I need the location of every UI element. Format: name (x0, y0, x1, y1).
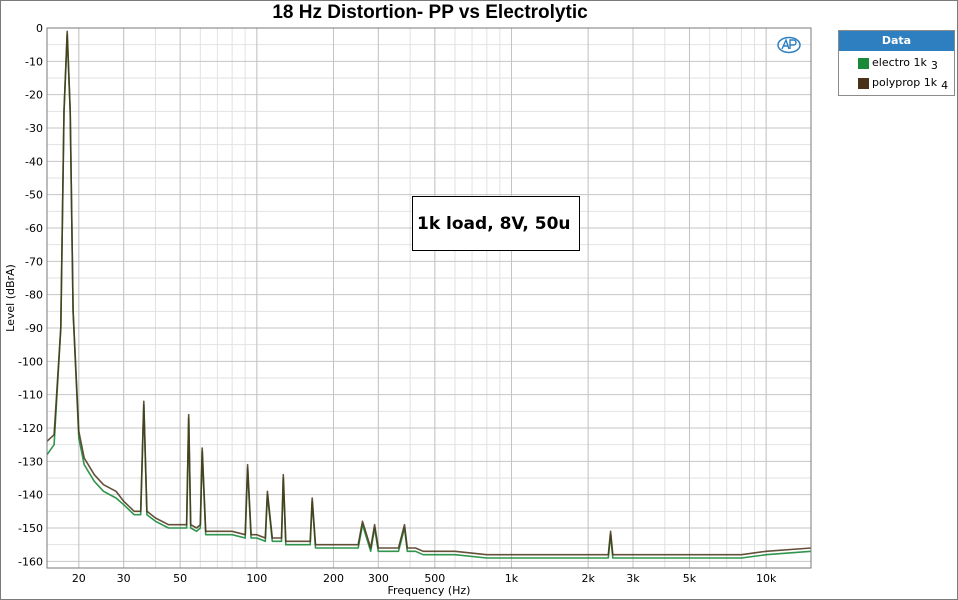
y-tick-label: -160 (18, 555, 43, 568)
x-tick-label: 300 (368, 572, 389, 585)
legend: Data electro 1k 3 polyprop 1k 4 (838, 30, 955, 96)
y-tick-label: -50 (25, 189, 43, 202)
y-tick-label: -60 (25, 222, 43, 235)
y-tick-label: -90 (25, 322, 43, 335)
y-tick-label: -80 (25, 289, 43, 302)
series-line-electro (46, 33, 812, 559)
chart-title: 18 Hz Distortion- PP vs Electrolytic (272, 2, 588, 23)
x-tick-label: 500 (424, 572, 445, 585)
annotation-box: 1k load, 8V, 50u (412, 196, 580, 251)
y-axis-label: Level (dBrA) (4, 264, 17, 332)
y-tick-label: -120 (18, 422, 43, 435)
legend-item-electro[interactable]: electro 1k 3 (839, 53, 954, 73)
x-tick-label: 1k (505, 572, 519, 585)
y-tick-label: -100 (18, 355, 43, 368)
x-axis-label: Frequency (Hz) (388, 584, 471, 597)
x-tick-label: 50 (173, 572, 187, 585)
x-tick-label: 200 (323, 572, 344, 585)
minor-gridlines (47, 28, 811, 568)
y-tick-label: -70 (25, 255, 43, 268)
y-tick-label: -140 (18, 489, 43, 502)
series-line-polyprop (46, 30, 812, 556)
x-tick-label: 3k (626, 572, 640, 585)
legend-index: 4 (941, 79, 949, 92)
x-tick-label: 20 (72, 572, 86, 585)
x-tick-label: 30 (117, 572, 131, 585)
y-tick-label: -20 (25, 89, 43, 102)
legend-index: 3 (930, 59, 938, 72)
legend-swatch (858, 78, 869, 89)
x-tick-labels: 20 30 50 100 200 300 500 1k 2k 3k 5k 10k (72, 572, 777, 585)
y-tick-label: -150 (18, 522, 43, 535)
legend-label: electro 1k (872, 56, 927, 69)
series-layer (46, 30, 812, 559)
x-tick-label: 2k (581, 572, 595, 585)
y-tick-label: -30 (25, 122, 43, 135)
x-tick-label: 5k (683, 572, 697, 585)
y-tick-label: -10 (25, 55, 43, 68)
x-tick-label: 10k (756, 572, 777, 585)
y-tick-label: -130 (18, 455, 43, 468)
y-tick-label: -40 (25, 155, 43, 168)
legend-swatch (858, 58, 869, 69)
y-tick-label: 0 (36, 22, 43, 35)
ap-logo-icon (777, 36, 801, 54)
y-tick-labels: 0 -10 -20 -30 -40 -50 -60 -70 -80 -90 -100 -110 -120… (18, 22, 43, 568)
plot-border (46, 27, 812, 569)
legend-item-polyprop[interactable]: polyprop 1k 4 (839, 73, 954, 93)
major-gridlines (47, 27, 811, 568)
legend-label: polyprop 1k (872, 76, 938, 89)
x-tick-label: 100 (246, 572, 267, 585)
legend-title: Data (839, 31, 954, 51)
y-tick-label: -110 (18, 389, 43, 402)
